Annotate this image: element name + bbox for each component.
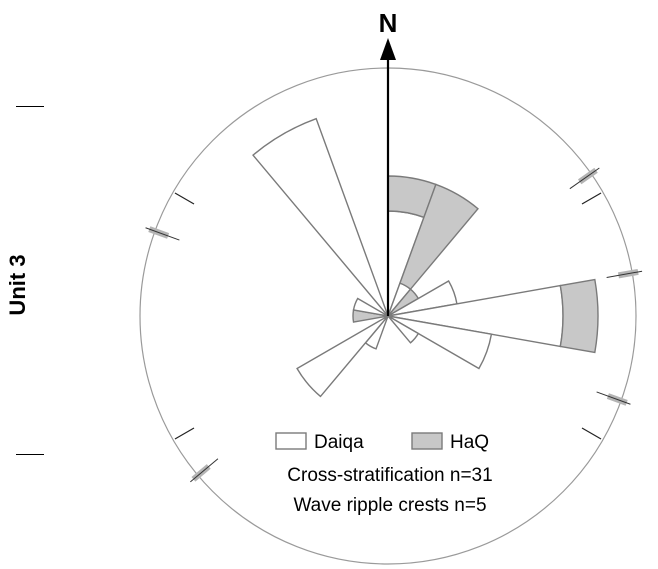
legend-swatch-haq: [411, 432, 443, 450]
annotation-2: Wave ripple crests n=5: [293, 495, 486, 516]
ripple-crest-line-290: [145, 227, 180, 241]
outer-tick-240: [174, 427, 195, 440]
ripple-crest-line-230: [190, 458, 219, 483]
ripple-crest-line-55: [569, 167, 600, 190]
legend-label-daiqa: Daiqa: [314, 432, 364, 453]
outer-tick-300: [174, 192, 195, 205]
legend-label-haq: HaQ: [450, 432, 489, 453]
outer-tick-60: [581, 192, 602, 205]
petal-daiqa-230: [296, 315, 389, 398]
side-tick-bottom: [16, 454, 44, 455]
petal-haq-90: [559, 278, 599, 354]
ripple-crest-layer: [145, 167, 643, 483]
petal-daiqa-110: [387, 315, 493, 370]
north-arrow-layer: N: [379, 8, 398, 316]
petal-haq-30: [399, 183, 479, 291]
petal-daiqa-330: [252, 117, 389, 317]
outer-tick-layer: [174, 192, 602, 440]
side-tick-top: [16, 106, 44, 107]
ripple-crest-line-80: [606, 270, 643, 278]
petal-daiqa-290: [352, 297, 389, 317]
petal-daiqa-130: [387, 315, 420, 344]
ripple-crest-line-110: [596, 391, 631, 405]
north-arrow-head: [380, 38, 396, 60]
outer-tick-120: [581, 427, 602, 440]
petal-layer: [252, 117, 599, 398]
legend-layer: Daiqa HaQ Cross-stratification n=31 Wave ri…: [275, 432, 493, 516]
annotation-1: Cross-stratification n=31: [287, 465, 492, 486]
legend-swatch-daiqa: [275, 432, 307, 450]
north-label: N: [379, 8, 398, 38]
